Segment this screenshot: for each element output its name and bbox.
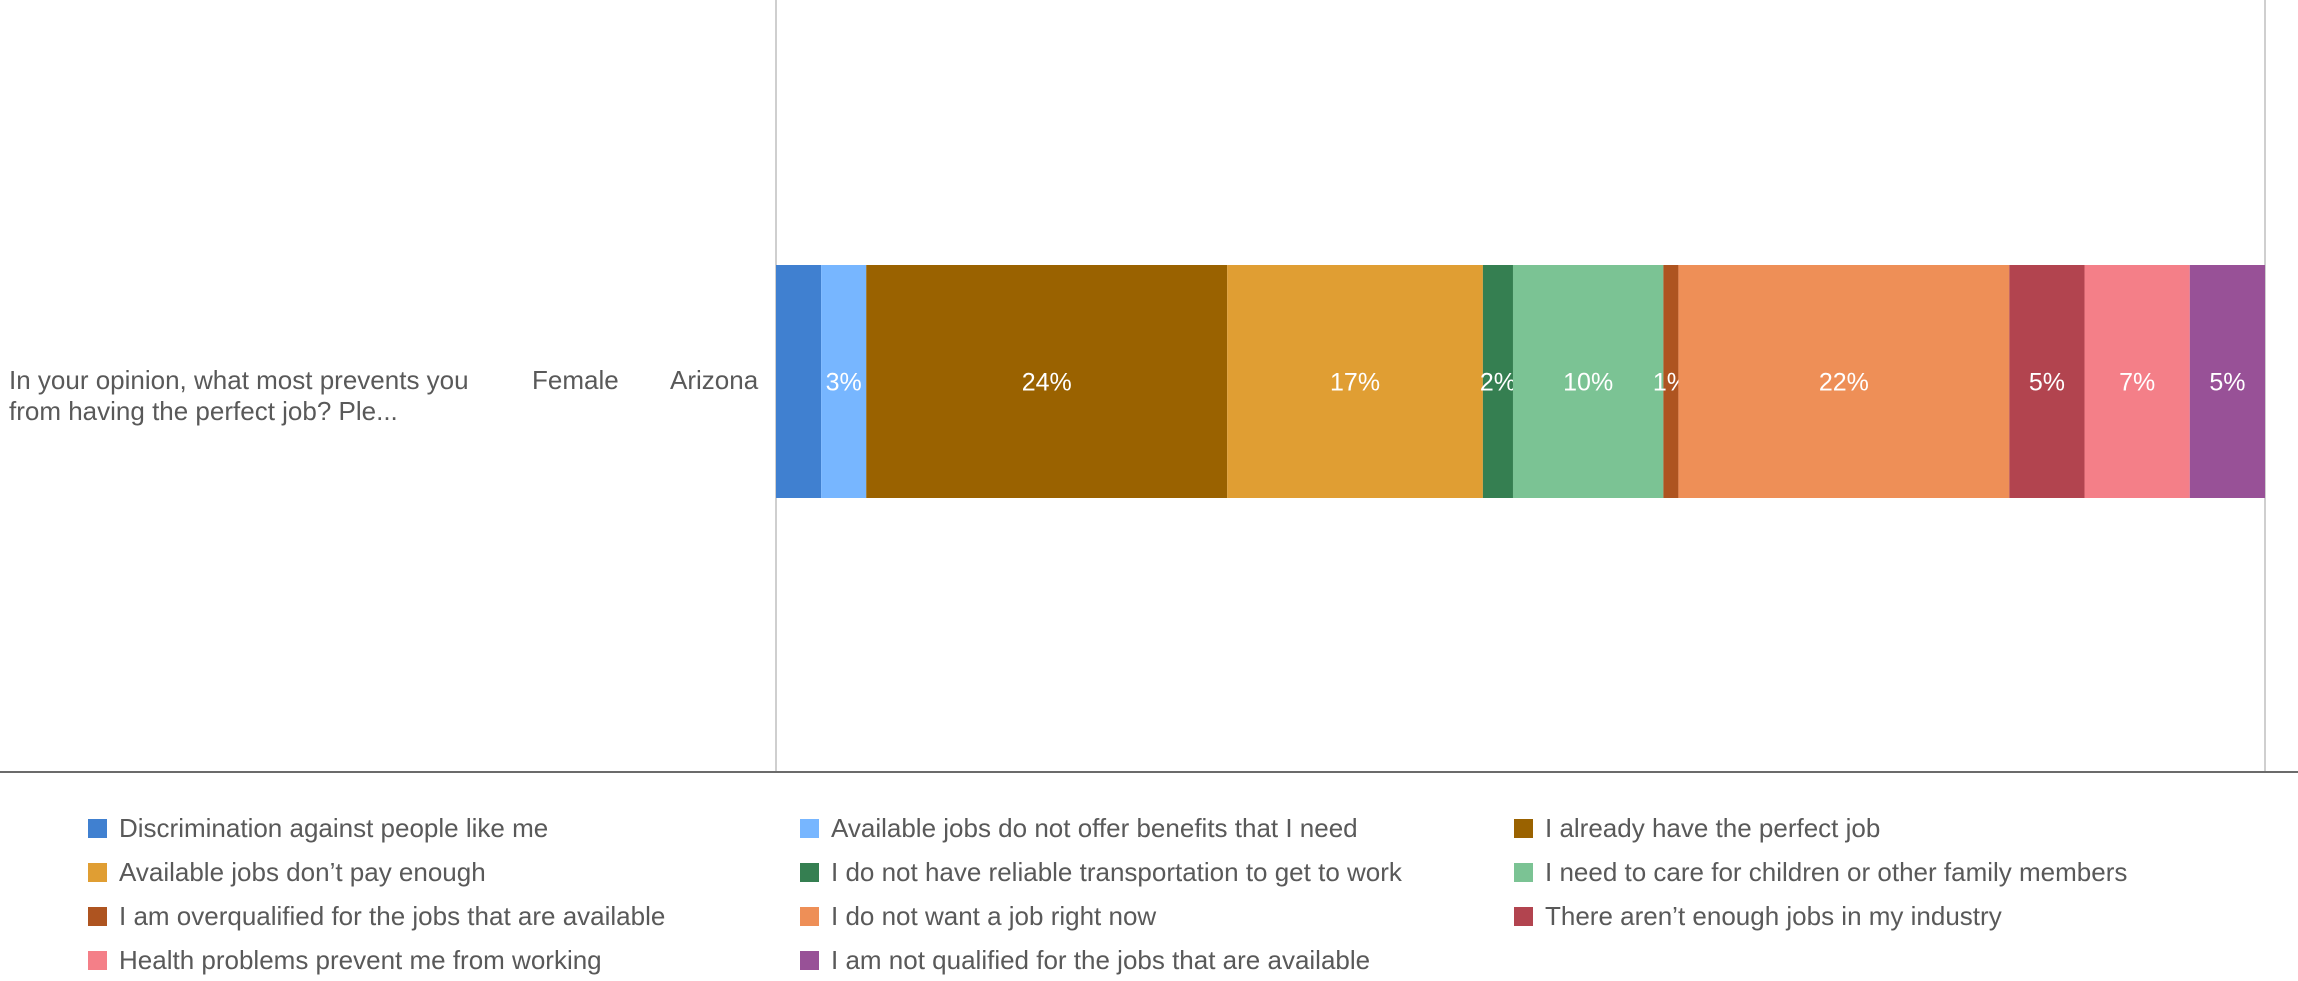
data-label: 17% bbox=[1330, 369, 1380, 397]
legend-swatch bbox=[88, 951, 107, 970]
legend-item[interactable]: I do not have reliable transportation to… bbox=[800, 856, 1514, 889]
legend-label: There aren’t enough jobs in my industry bbox=[1545, 901, 2002, 931]
legend-swatch bbox=[1514, 819, 1533, 838]
state-label: Arizona bbox=[670, 365, 759, 395]
legend-item[interactable]: There aren’t enough jobs in my industry bbox=[1514, 900, 2264, 933]
gender-label: Female bbox=[532, 365, 619, 395]
legend-label: Available jobs do not offer benefits tha… bbox=[831, 813, 1358, 843]
legend: Discrimination against people like me Ava… bbox=[88, 812, 2268, 977]
legend-swatch bbox=[800, 907, 819, 926]
bar-segment[interactable] bbox=[2084, 265, 2190, 498]
legend-label: I do not have reliable transportation to… bbox=[831, 857, 1402, 887]
chart-area: In your opinion, what most prevents you … bbox=[9, 0, 2266, 772]
legend-swatch bbox=[1514, 907, 1533, 926]
data-label: 10% bbox=[1563, 369, 1613, 397]
bar-segment[interactable] bbox=[2009, 265, 2085, 498]
legend-swatch bbox=[88, 907, 107, 926]
data-label: 7% bbox=[2119, 369, 2155, 397]
legend-item[interactable]: I am not qualified for the jobs that are… bbox=[800, 944, 1514, 977]
bar-segment[interactable] bbox=[866, 265, 1228, 498]
bar-segment[interactable] bbox=[1678, 265, 2010, 498]
legend-swatch bbox=[88, 819, 107, 838]
legend-item[interactable]: Health problems prevent me from working bbox=[88, 944, 800, 977]
legend-item[interactable]: I do not want a job right now bbox=[800, 900, 1514, 933]
legend-item[interactable]: Discrimination against people like me bbox=[88, 812, 800, 845]
bar-plot: 3% 24% 17% 2% 10% 1% 22% 5% 7% 5% bbox=[775, 0, 2266, 772]
bar-segment[interactable] bbox=[1512, 265, 1664, 498]
data-label: 5% bbox=[2029, 369, 2065, 397]
legend-item[interactable]: Available jobs don’t pay enough bbox=[88, 856, 800, 889]
data-label: 24% bbox=[1022, 369, 1072, 397]
bar-segment[interactable] bbox=[821, 265, 867, 498]
question-label: In your opinion, what most prevents you … bbox=[9, 365, 469, 426]
legend-label: I need to care for children or other fam… bbox=[1545, 857, 2128, 887]
bar-segment[interactable] bbox=[2189, 265, 2265, 498]
bar-segment[interactable] bbox=[776, 265, 822, 498]
legend-swatch bbox=[800, 951, 819, 970]
bar-segment[interactable] bbox=[1663, 265, 1679, 498]
legend-label: I am overqualified for the jobs that are… bbox=[119, 901, 666, 931]
legend-item[interactable]: I am overqualified for the jobs that are… bbox=[88, 900, 800, 933]
legend-label: Available jobs don’t pay enough bbox=[119, 857, 486, 887]
legend-label: Discrimination against people like me bbox=[119, 813, 549, 843]
data-label: 2% bbox=[1480, 369, 1516, 397]
data-label: 22% bbox=[1819, 369, 1869, 397]
legend-swatch bbox=[800, 863, 819, 882]
data-label: 5% bbox=[2209, 369, 2245, 397]
legend-item[interactable]: I need to care for children or other fam… bbox=[1514, 856, 2264, 889]
legend-item[interactable]: Available jobs do not offer benefits tha… bbox=[800, 812, 1514, 845]
legend-item[interactable]: I already have the perfect job bbox=[1514, 812, 2264, 845]
legend-label: I do not want a job right now bbox=[831, 901, 1157, 931]
legend-swatch bbox=[88, 863, 107, 882]
legend-label: I am not qualified for the jobs that are… bbox=[831, 945, 1371, 975]
chart-legend-divider bbox=[0, 771, 2298, 773]
legend-swatch bbox=[1514, 863, 1533, 882]
legend-swatch bbox=[800, 819, 819, 838]
data-label: 3% bbox=[826, 369, 862, 397]
bar-segment[interactable] bbox=[1482, 265, 1513, 498]
legend-label: I already have the perfect job bbox=[1545, 813, 1881, 843]
legend-label: Health problems prevent me from working bbox=[119, 945, 602, 975]
bar-segment[interactable] bbox=[1227, 265, 1483, 498]
